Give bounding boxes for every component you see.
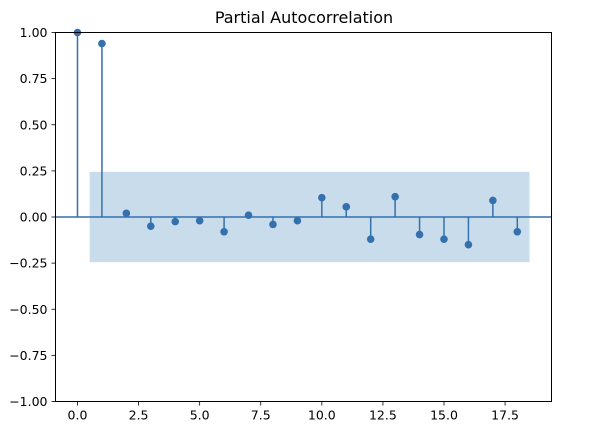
x-tick-label: 17.5	[491, 408, 519, 423]
pacf-point-lag-4	[171, 217, 180, 226]
pacf-point-lag-11	[342, 203, 351, 211]
x-tick-label: 15.0	[430, 408, 458, 423]
chart-title: Partial Autocorrelation	[215, 8, 393, 27]
x-axis: 0.0 2.5 5.0 7.5 10.0 12.5 15.0 17.5	[68, 401, 519, 423]
pacf-point-lag-12	[366, 235, 375, 243]
pacf-point-lag-2	[122, 209, 131, 218]
pacf-point-lag-13	[391, 192, 399, 201]
pacf-point-lag-1	[98, 39, 106, 48]
y-tick-label: 0.25	[20, 163, 48, 178]
y-tick-label: 0.00	[20, 210, 48, 225]
y-tick-label: −0.50	[9, 302, 47, 317]
x-tick-label: 7.5	[251, 408, 271, 423]
pacf-point-lag-8	[269, 220, 277, 229]
x-tick-label: 5.0	[190, 408, 210, 423]
pacf-point-lag-15	[440, 235, 448, 243]
y-tick-label: −1.00	[9, 394, 47, 409]
y-tick-label: −0.25	[9, 256, 47, 271]
pacf-point-lag-16	[464, 240, 473, 249]
x-tick-label: 10.0	[308, 408, 336, 423]
pacf-point-lag-10	[318, 193, 326, 202]
marker-layer	[73, 28, 522, 249]
pacf-point-lag-9	[293, 216, 302, 225]
y-axis: 1.00 0.75 0.50 0.25 0.00 −0.25 −0.50 −0.75 −1.00	[9, 25, 56, 409]
pacf-point-lag-6	[220, 227, 228, 236]
x-tick-label: 12.5	[369, 408, 397, 423]
y-tick-label: 1.00	[20, 25, 48, 40]
x-tick-label: 2.5	[129, 408, 149, 423]
pacf-point-lag-14	[415, 230, 424, 239]
y-tick-label: −0.75	[9, 348, 47, 363]
x-tick-label: 0.0	[68, 408, 88, 423]
pacf-point-lag-18	[513, 227, 522, 236]
pacf-point-lag-3	[146, 222, 155, 231]
y-tick-label: 0.50	[20, 117, 48, 132]
y-tick-label: 0.75	[20, 71, 48, 86]
pacf-point-lag-5	[195, 216, 204, 225]
pacf-point-lag-7	[244, 211, 253, 219]
pacf-point-lag-17	[489, 196, 497, 205]
